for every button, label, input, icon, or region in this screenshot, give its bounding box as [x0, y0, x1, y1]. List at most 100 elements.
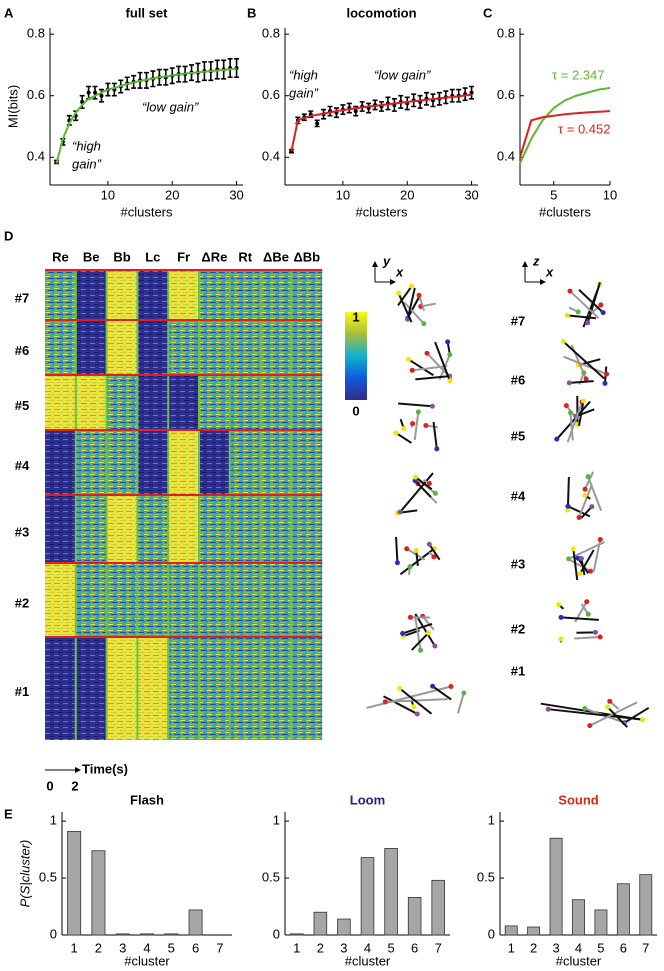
skeleton-segment — [428, 543, 441, 561]
row-label: #5 — [15, 398, 29, 413]
skeleton-joint — [588, 568, 594, 574]
heatmap-cell — [45, 637, 76, 740]
column-label: Lc — [145, 249, 160, 264]
heatmap-cell — [137, 430, 169, 495]
view-axis-label: z — [532, 253, 540, 268]
skeleton-row-label: #5 — [511, 428, 525, 443]
skeleton-segment — [398, 687, 433, 715]
row-label: #1 — [15, 684, 29, 699]
skeleton-row-label: #7 — [511, 313, 525, 328]
heatmap-cell — [106, 430, 138, 495]
skeleton-joint — [461, 690, 467, 696]
heatmap-cell — [168, 495, 199, 563]
skeleton-segment — [411, 632, 430, 651]
skeleton-joint — [382, 699, 388, 705]
heatmap-cell — [168, 375, 199, 430]
skeleton-joint — [415, 409, 421, 415]
bar — [115, 933, 130, 936]
y-tick-label: 0.8 — [497, 26, 515, 41]
bar — [290, 933, 304, 936]
y-tick-label: 0.5 — [262, 869, 280, 884]
x-axis-label: #clusters — [120, 204, 173, 219]
heatmap-cell — [260, 637, 292, 740]
skeleton-segment — [578, 484, 593, 518]
skeleton-segment — [414, 479, 432, 498]
skeleton-joint — [434, 446, 440, 452]
skeleton — [366, 683, 467, 717]
legend-label: τ = 2.347 — [552, 67, 604, 82]
view-axis-label: x — [545, 264, 554, 279]
line — [290, 93, 472, 152]
x-tick-label: 4 — [575, 940, 582, 955]
skeleton-segment — [408, 358, 434, 377]
panel-letter: E — [4, 806, 13, 821]
panel-letter: B — [247, 5, 256, 20]
skeleton — [406, 339, 453, 384]
bar — [91, 850, 106, 936]
skeleton-joint — [577, 571, 583, 577]
skeleton-joint — [412, 474, 418, 480]
bar — [337, 918, 351, 936]
skeleton — [554, 396, 595, 443]
skeleton-joint — [589, 504, 595, 510]
skeleton-joint — [406, 356, 412, 362]
skeleton-joint — [582, 492, 588, 498]
heatmap-cell — [291, 320, 323, 375]
x-tick-label: 30 — [464, 187, 478, 202]
x-tick-label: 10 — [336, 187, 350, 202]
y-tick-label: 0.5 — [39, 869, 57, 884]
x-tick-label: 4 — [143, 940, 150, 955]
skeleton-joint — [432, 643, 438, 649]
bar — [616, 883, 630, 936]
skeleton-segment — [418, 294, 426, 311]
skeleton-segment — [560, 616, 599, 621]
skeleton-segment — [548, 708, 640, 721]
skeleton-joint — [602, 380, 608, 386]
heatmap-cell — [75, 637, 107, 740]
skeleton-segment — [587, 476, 603, 512]
y-axis-label: MI(bits) — [5, 85, 20, 128]
skeleton-joint — [566, 380, 572, 386]
y-tick-label: 0.5 — [477, 869, 495, 884]
skeleton-segment — [563, 355, 607, 376]
skeleton-joint — [567, 288, 573, 294]
skeleton-joint — [604, 704, 610, 710]
skeleton-segment — [385, 698, 448, 703]
heatmap-cell — [229, 563, 261, 637]
y-tick-label: 0.4 — [497, 149, 515, 164]
skeleton-joint — [401, 426, 407, 432]
heatmap-cell — [106, 375, 138, 430]
skeleton-joint — [585, 611, 591, 617]
heatmap-cell — [229, 430, 261, 495]
skeleton-segment — [414, 613, 436, 647]
skeleton-segment — [606, 706, 629, 728]
heatmap-cell — [75, 430, 107, 495]
y-tick-label: 0.6 — [27, 87, 45, 102]
skeleton-row-label: #1 — [511, 663, 525, 678]
skeleton-joint — [393, 430, 399, 436]
skeleton-segment — [580, 558, 586, 576]
skeleton-row-label: #3 — [511, 556, 525, 571]
legend-label: τ = 0.452 — [558, 121, 610, 136]
x-tick-label: 6 — [620, 940, 627, 955]
heatmap-cell — [45, 270, 76, 320]
skeleton-segment — [586, 282, 601, 324]
colorbar — [345, 312, 367, 400]
heatmap-cell — [45, 430, 76, 495]
x-tick-label: 1 — [71, 940, 78, 955]
data-point — [86, 90, 91, 95]
x-tick-label: 2 — [317, 940, 324, 955]
skeleton — [564, 281, 606, 328]
skeleton-segment — [578, 289, 604, 314]
skeleton-segment — [580, 505, 593, 519]
heatmap-cell — [199, 563, 230, 637]
x-axis-label: #clusters — [355, 204, 408, 219]
heatmap-cell — [291, 430, 323, 495]
annotation: “high — [72, 138, 101, 153]
heatmap-cell — [106, 563, 138, 637]
bar — [384, 848, 398, 936]
column-label: ΔBe — [263, 249, 289, 264]
skeleton-segment — [414, 615, 422, 651]
panel-letter: D — [4, 228, 13, 243]
skeleton-joint — [592, 629, 598, 635]
